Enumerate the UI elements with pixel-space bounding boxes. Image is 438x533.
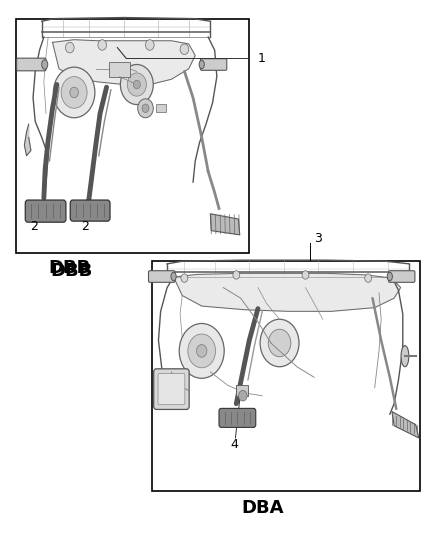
Circle shape xyxy=(61,77,87,108)
Circle shape xyxy=(197,344,207,357)
Bar xyxy=(16,19,249,253)
Circle shape xyxy=(98,39,106,50)
FancyBboxPatch shape xyxy=(17,58,46,71)
Circle shape xyxy=(127,73,146,96)
Text: DBA: DBA xyxy=(241,499,283,517)
Polygon shape xyxy=(25,124,31,156)
FancyBboxPatch shape xyxy=(158,374,185,405)
Circle shape xyxy=(188,334,215,368)
Circle shape xyxy=(120,64,153,104)
FancyBboxPatch shape xyxy=(154,369,189,409)
Circle shape xyxy=(302,271,309,279)
Circle shape xyxy=(268,329,291,357)
Circle shape xyxy=(66,42,74,53)
Bar xyxy=(156,104,166,112)
Ellipse shape xyxy=(171,272,176,281)
Text: 3: 3 xyxy=(314,232,322,245)
FancyBboxPatch shape xyxy=(25,200,66,222)
Circle shape xyxy=(134,80,140,89)
Circle shape xyxy=(181,274,188,282)
Circle shape xyxy=(180,44,189,54)
FancyBboxPatch shape xyxy=(148,271,175,282)
Circle shape xyxy=(138,99,153,118)
Bar xyxy=(152,261,420,491)
Ellipse shape xyxy=(387,272,392,281)
Text: DBB: DBB xyxy=(49,259,91,277)
Bar xyxy=(236,385,248,395)
FancyBboxPatch shape xyxy=(219,408,256,427)
Ellipse shape xyxy=(42,60,48,69)
Text: 2: 2 xyxy=(81,221,89,233)
Circle shape xyxy=(238,391,247,401)
Polygon shape xyxy=(53,39,195,85)
Circle shape xyxy=(179,324,224,378)
FancyBboxPatch shape xyxy=(201,59,227,70)
FancyBboxPatch shape xyxy=(70,200,110,221)
Circle shape xyxy=(233,271,240,279)
Circle shape xyxy=(145,39,154,50)
Polygon shape xyxy=(210,214,240,235)
Text: 1: 1 xyxy=(258,52,266,64)
Polygon shape xyxy=(173,273,401,311)
FancyBboxPatch shape xyxy=(389,271,415,282)
Text: 4: 4 xyxy=(230,438,238,451)
Ellipse shape xyxy=(401,345,409,367)
Circle shape xyxy=(70,87,78,98)
Ellipse shape xyxy=(199,60,204,69)
Circle shape xyxy=(53,67,95,118)
Text: 2: 2 xyxy=(30,221,38,233)
Polygon shape xyxy=(392,411,419,438)
Text: DBB: DBB xyxy=(51,262,93,280)
Circle shape xyxy=(365,274,372,282)
Circle shape xyxy=(260,319,299,367)
Bar xyxy=(109,62,131,77)
Circle shape xyxy=(142,104,149,112)
